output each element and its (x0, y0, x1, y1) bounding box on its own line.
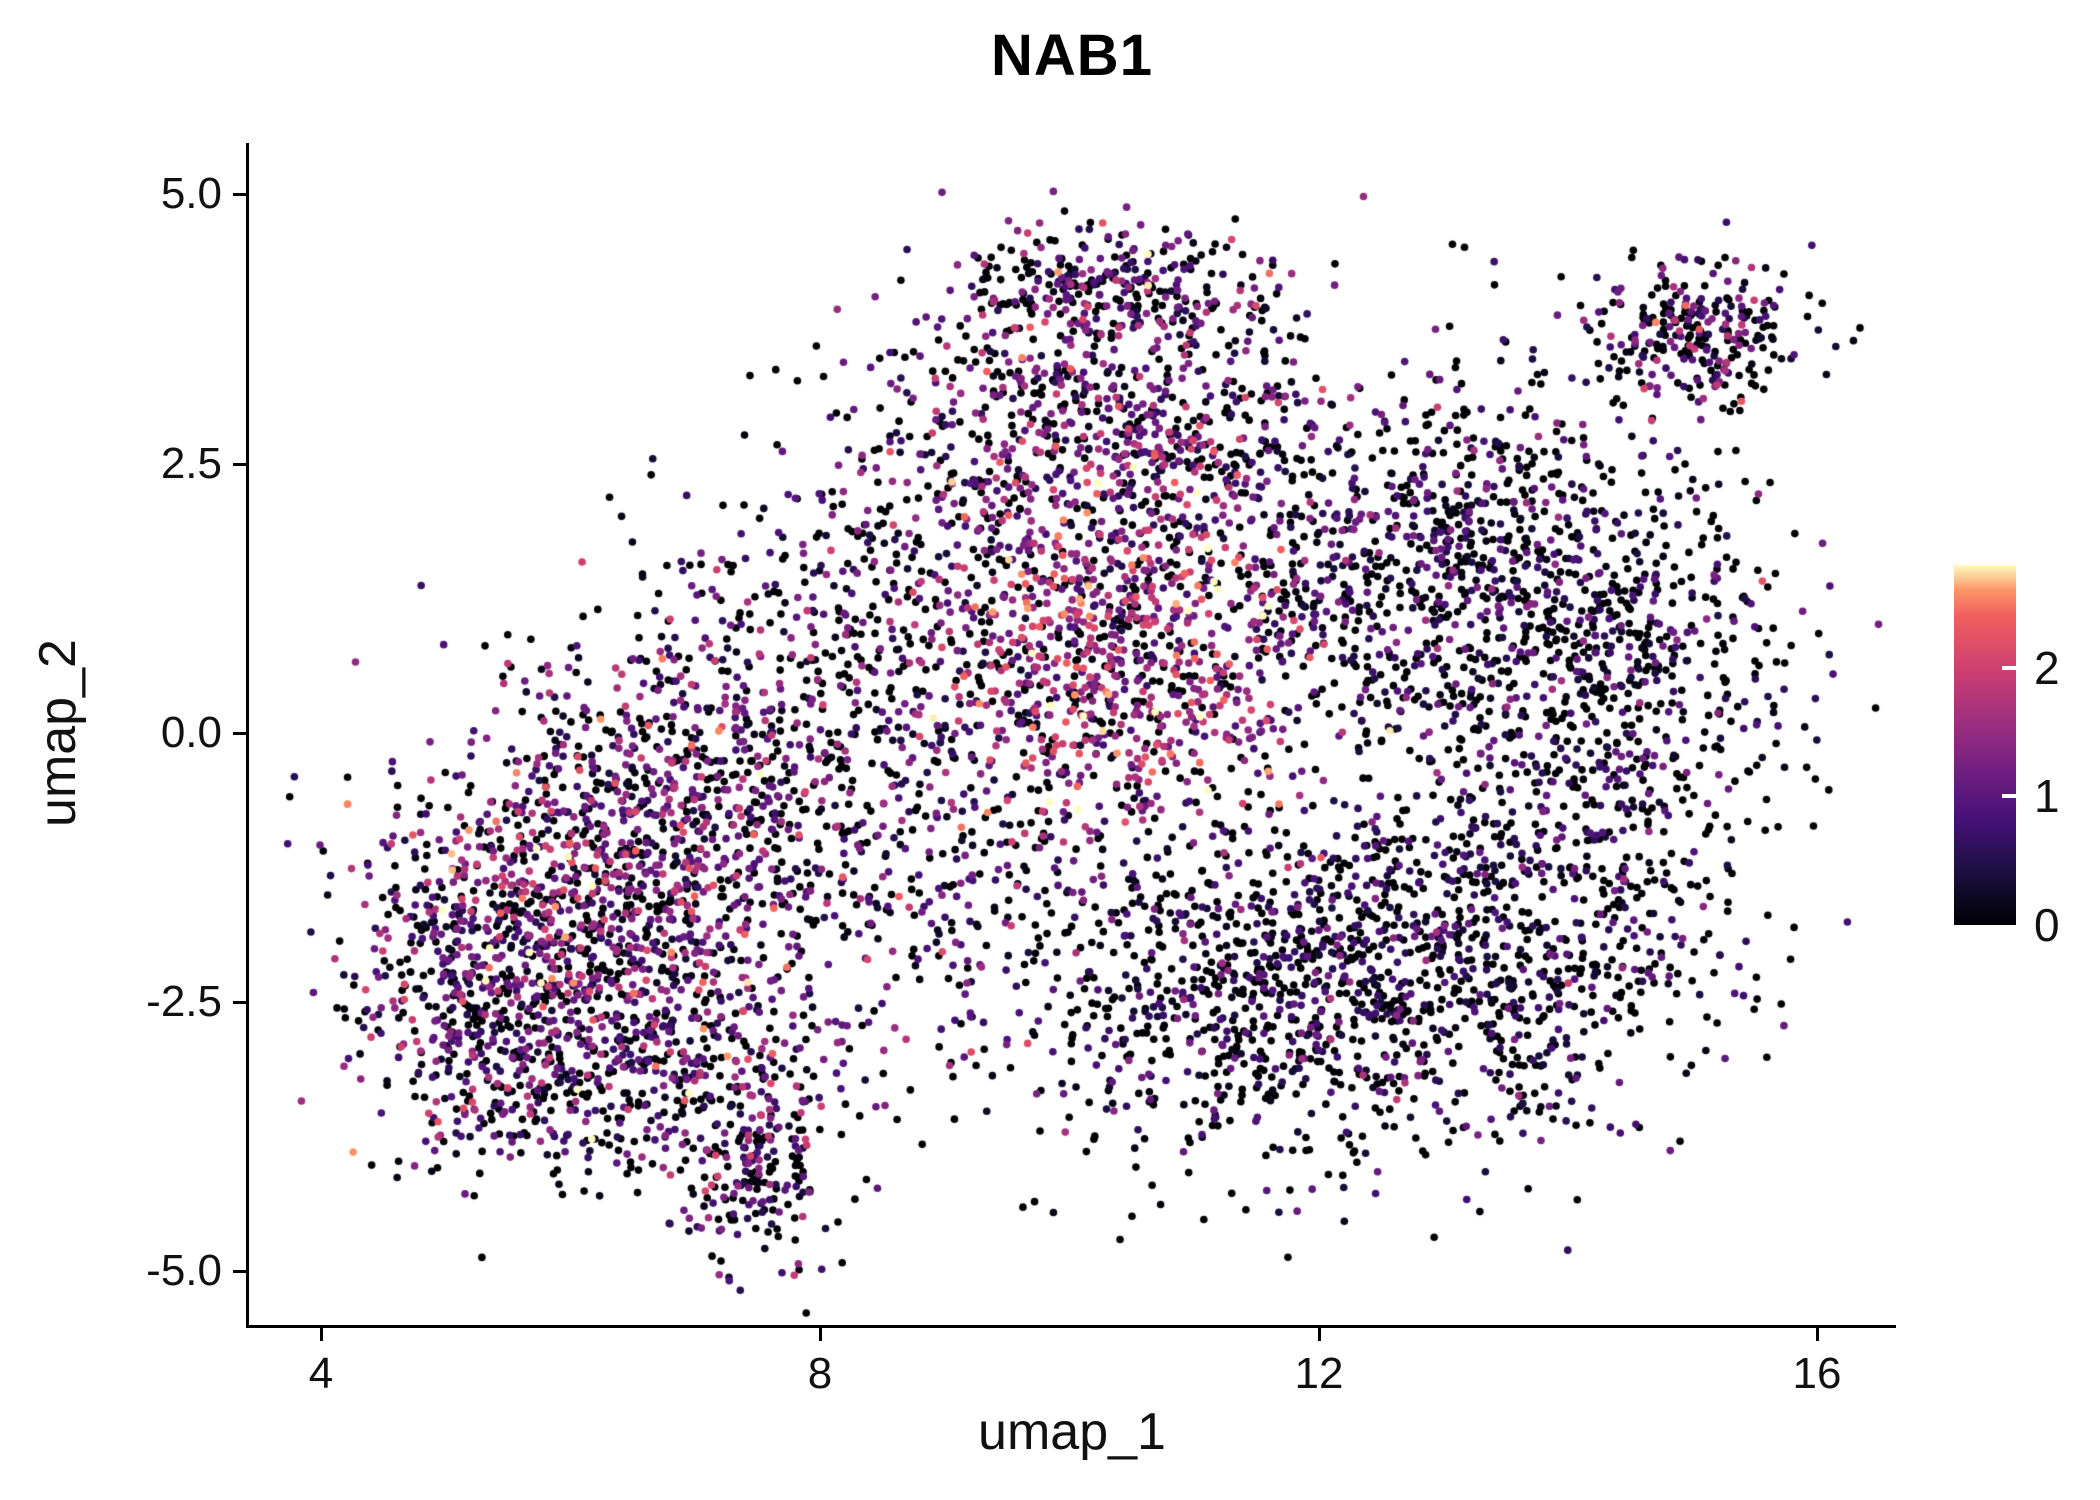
colorbar-tick-mark (2002, 794, 2016, 798)
y-tick-label: 0.0 (160, 708, 222, 757)
y-tick-label: -2.5 (146, 977, 222, 1026)
colorbar-label: 0 (2034, 899, 2060, 951)
plot-title: NAB1 (991, 23, 1153, 88)
y-tick-mark (233, 193, 246, 196)
y-tick-mark (233, 732, 246, 735)
y-tick-label: 2.5 (160, 439, 222, 488)
x-tick-mark (819, 1328, 822, 1341)
colorbar-label: 1 (2034, 770, 2060, 822)
x-tick-label: 16 (1792, 1349, 1842, 1398)
x-tick-label: 12 (1294, 1349, 1344, 1398)
y-axis-title: umap_2 (29, 639, 87, 827)
x-tick-mark (1318, 1328, 1321, 1341)
y-tick-label: 5.0 (160, 169, 222, 218)
colorbar-label: 2 (2034, 642, 2060, 694)
x-axis-line (246, 1325, 1896, 1328)
x-tick-mark (320, 1328, 323, 1341)
y-tick-mark (233, 1270, 246, 1273)
x-tick-label: 8 (807, 1349, 833, 1398)
x-axis-title: umap_1 (978, 1403, 1166, 1461)
x-tick-label: 4 (308, 1349, 334, 1398)
colorbar-tick-mark (2002, 666, 2016, 670)
x-tick-mark (1816, 1328, 1819, 1341)
y-tick-mark (233, 463, 246, 466)
colorbar-gradient (1954, 565, 2016, 925)
y-tick-mark (233, 1001, 246, 1004)
y-tick-label: -5.0 (146, 1246, 222, 1295)
y-axis-line (246, 143, 249, 1325)
